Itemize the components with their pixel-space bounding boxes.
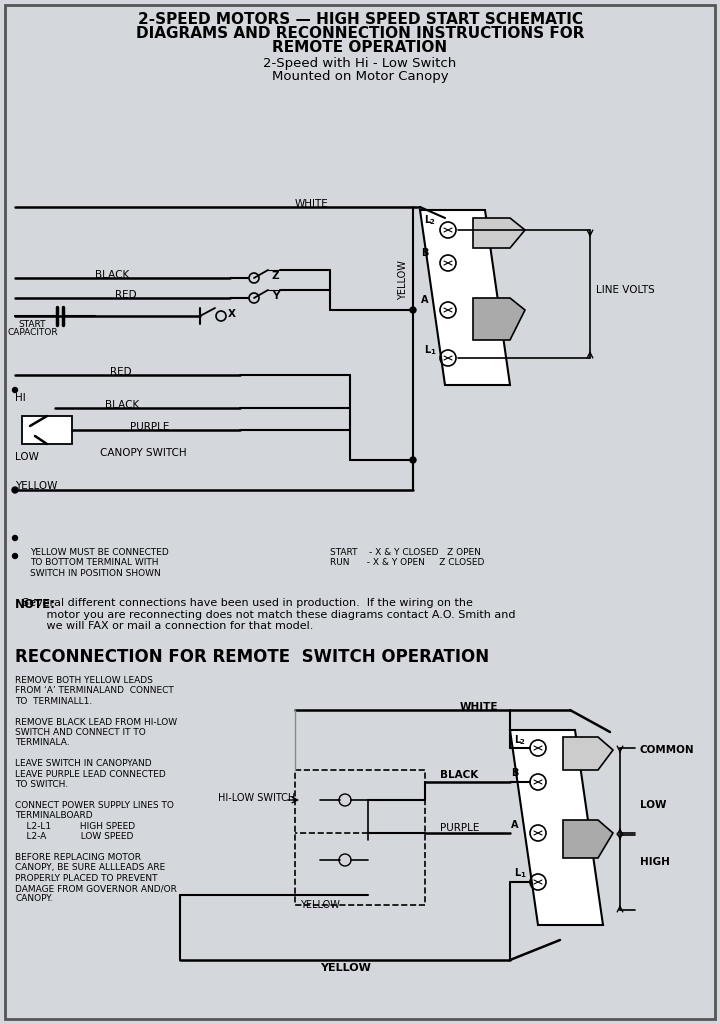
Bar (22, 416, 72, 444)
Text: YELLOW: YELLOW (398, 260, 408, 300)
Text: Z: Z (272, 271, 279, 281)
Text: BLACK: BLACK (95, 270, 130, 280)
Circle shape (12, 536, 17, 541)
Text: START: START (18, 319, 45, 329)
Text: 2-Speed with Hi - Low Switch: 2-Speed with Hi - Low Switch (264, 57, 456, 70)
Text: L: L (424, 345, 431, 355)
Text: Y: Y (272, 291, 279, 301)
Text: Several different connections have been used in production.  If the wiring on th: Several different connections have been … (15, 598, 516, 631)
Text: BLACK: BLACK (105, 400, 139, 410)
Polygon shape (563, 737, 613, 770)
Text: WHITE: WHITE (295, 199, 329, 209)
Text: X: X (228, 309, 236, 319)
Text: L: L (514, 735, 521, 745)
Text: REMOVE BOTH YELLOW LEADS
FROM ‘A’ TERMINALAND  CONNECT
TO  TERMINALL1.

REMOVE B: REMOVE BOTH YELLOW LEADS FROM ‘A’ TERMIN… (15, 676, 177, 903)
Text: 2: 2 (520, 739, 525, 745)
Text: 2: 2 (430, 219, 435, 225)
Text: 1: 1 (520, 872, 525, 878)
Text: YELLOW MUST BE CONNECTED
TO BOTTOM TERMINAL WITH
SWITCH IN POSITION SHOWN: YELLOW MUST BE CONNECTED TO BOTTOM TERMI… (30, 548, 168, 578)
Circle shape (12, 554, 17, 558)
Text: HI-LOW SWITCH: HI-LOW SWITCH (218, 793, 295, 803)
Text: 1: 1 (430, 349, 435, 355)
Text: HIGH: HIGH (640, 857, 670, 867)
Text: B: B (421, 248, 428, 258)
Text: CAPACITOR: CAPACITOR (8, 328, 58, 337)
Polygon shape (420, 210, 510, 385)
Text: WHITE: WHITE (460, 702, 498, 712)
Polygon shape (473, 218, 525, 248)
Circle shape (12, 487, 18, 493)
Text: LINE VOLTS: LINE VOLTS (596, 285, 654, 295)
Text: NOTE:: NOTE: (15, 598, 56, 611)
Circle shape (410, 307, 416, 313)
Text: DIAGRAMS AND RECONNECTION INSTRUCTIONS FOR: DIAGRAMS AND RECONNECTION INSTRUCTIONS F… (136, 26, 584, 41)
Text: RED: RED (110, 367, 132, 377)
Text: CANOPY SWITCH: CANOPY SWITCH (100, 449, 186, 458)
Text: REMOTE OPERATION: REMOTE OPERATION (272, 40, 448, 55)
Text: A: A (421, 295, 428, 305)
Text: YELLOW: YELLOW (15, 481, 58, 490)
Text: LOW: LOW (640, 800, 667, 810)
Text: PURPLE: PURPLE (130, 422, 169, 432)
Polygon shape (510, 730, 603, 925)
Text: L: L (424, 215, 431, 225)
Text: RECONNECTION FOR REMOTE  SWITCH OPERATION: RECONNECTION FOR REMOTE SWITCH OPERATION (15, 648, 489, 666)
Text: HI: HI (15, 393, 26, 403)
Text: RED: RED (115, 290, 137, 300)
Polygon shape (473, 298, 525, 340)
Text: START    - X & Y CLOSED   Z OPEN
RUN      - X & Y OPEN     Z CLOSED: START - X & Y CLOSED Z OPEN RUN - X & Y … (330, 548, 485, 567)
Text: A: A (511, 820, 518, 830)
Text: COMMON: COMMON (640, 745, 695, 755)
Bar (295, 770, 425, 905)
Circle shape (410, 457, 416, 463)
Text: BLACK: BLACK (440, 770, 478, 780)
Polygon shape (563, 820, 613, 858)
Text: 2-SPEED MOTORS — HIGH SPEED START SCHEMATIC: 2-SPEED MOTORS — HIGH SPEED START SCHEMA… (138, 12, 582, 27)
Text: L: L (514, 868, 521, 878)
Text: YELLOW: YELLOW (320, 963, 371, 973)
Text: PURPLE: PURPLE (440, 823, 480, 833)
Text: B: B (511, 768, 518, 778)
Text: YELLOW: YELLOW (300, 900, 340, 910)
Text: Mounted on Motor Canopy: Mounted on Motor Canopy (271, 70, 449, 83)
Circle shape (12, 387, 17, 392)
Text: LOW: LOW (15, 452, 39, 462)
